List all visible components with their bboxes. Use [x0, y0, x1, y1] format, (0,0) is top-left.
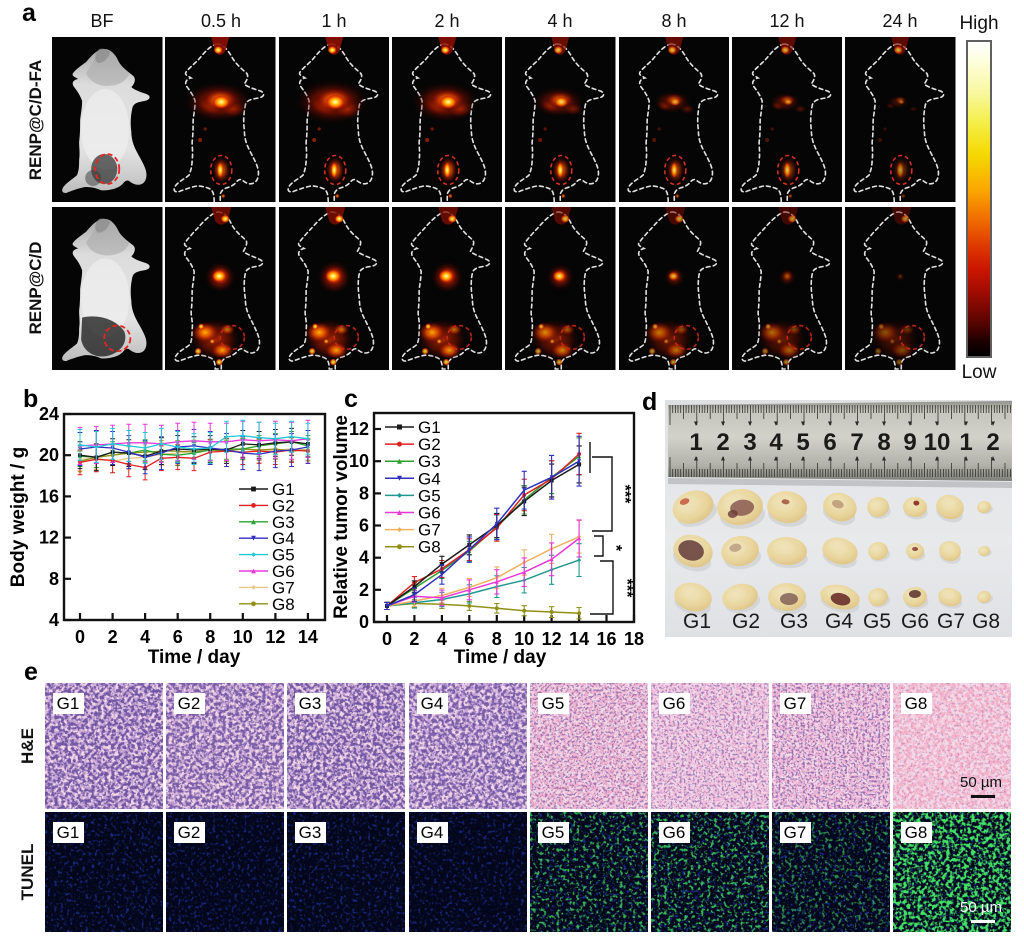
svg-text:G3: G3 [299, 823, 322, 842]
svg-text:6: 6 [464, 629, 474, 649]
svg-text:0: 0 [75, 627, 85, 647]
svg-text:G3: G3 [780, 610, 808, 633]
svg-text:4: 4 [359, 548, 369, 568]
svg-text:6: 6 [173, 627, 183, 647]
svg-text:8: 8 [877, 429, 890, 456]
svg-text:G8: G8 [905, 823, 928, 842]
svg-text:3: 3 [743, 429, 756, 456]
svg-text:G6: G6 [901, 610, 929, 633]
svg-text:G1: G1 [683, 610, 711, 633]
svg-text:G3: G3 [418, 452, 441, 471]
svg-text:14: 14 [298, 627, 318, 647]
svg-text:G5: G5 [272, 546, 295, 565]
svg-text:10: 10 [514, 629, 534, 649]
svg-text:5: 5 [796, 429, 809, 456]
svg-text:Body weight / g: Body weight / g [8, 447, 29, 587]
svg-text:G4: G4 [418, 469, 441, 488]
svg-text:G1: G1 [57, 823, 80, 842]
svg-text:G8: G8 [905, 694, 928, 713]
svg-text:50 µm: 50 µm [960, 899, 1002, 916]
svg-text:***: *** [618, 579, 635, 598]
svg-text:G2: G2 [178, 694, 201, 713]
svg-text:G8: G8 [972, 610, 1000, 633]
svg-text:G5: G5 [541, 694, 564, 713]
svg-text:20: 20 [39, 445, 59, 465]
svg-text:0: 0 [382, 629, 392, 649]
svg-text:G4: G4 [272, 529, 295, 548]
svg-text:4: 4 [437, 629, 447, 649]
svg-text:G2: G2 [178, 823, 201, 842]
svg-text:16: 16 [596, 629, 616, 649]
svg-text:6: 6 [359, 516, 369, 536]
svg-text:Relative tumor volume: Relative tumor volume [331, 415, 352, 619]
svg-text:G2: G2 [418, 435, 441, 454]
svg-text:18: 18 [624, 629, 644, 649]
svg-text:8: 8 [49, 569, 59, 589]
svg-text:G3: G3 [272, 513, 295, 532]
svg-text:4: 4 [140, 627, 150, 647]
svg-text:*: * [607, 545, 624, 552]
svg-text:4: 4 [769, 429, 783, 456]
svg-text:Time / day: Time / day [148, 647, 241, 668]
svg-text:6: 6 [823, 429, 836, 456]
svg-text:1: 1 [959, 429, 972, 456]
svg-text:4: 4 [49, 610, 59, 630]
svg-text:2: 2 [108, 627, 118, 647]
svg-text:1: 1 [689, 429, 702, 456]
svg-text:G5: G5 [541, 823, 564, 842]
svg-text:12: 12 [39, 528, 59, 548]
svg-text:16: 16 [39, 486, 59, 506]
svg-text:G4: G4 [420, 823, 443, 842]
svg-text:7: 7 [850, 429, 863, 456]
svg-text:14: 14 [569, 629, 589, 649]
svg-text:G4: G4 [420, 694, 443, 713]
svg-text:G1: G1 [272, 480, 295, 499]
svg-text:G3: G3 [299, 694, 322, 713]
svg-text:10: 10 [233, 627, 253, 647]
svg-text:G8: G8 [272, 595, 295, 614]
svg-text:G2: G2 [732, 610, 760, 633]
svg-text:G5: G5 [863, 610, 891, 633]
svg-text:2: 2 [716, 429, 729, 456]
svg-text:G6: G6 [663, 694, 686, 713]
svg-text:0: 0 [359, 612, 369, 632]
svg-text:8: 8 [492, 629, 502, 649]
svg-text:12: 12 [349, 419, 369, 439]
svg-text:G6: G6 [418, 504, 441, 523]
svg-text:G7: G7 [784, 823, 807, 842]
svg-text:G2: G2 [272, 496, 295, 515]
svg-text:G1: G1 [57, 694, 80, 713]
svg-text:G5: G5 [418, 486, 441, 505]
svg-text:G6: G6 [272, 562, 295, 581]
svg-text:G4: G4 [825, 610, 853, 633]
svg-text:12: 12 [265, 627, 285, 647]
svg-text:9: 9 [903, 429, 916, 456]
svg-text:Time / day: Time / day [454, 647, 547, 668]
svg-text:8: 8 [359, 483, 369, 503]
svg-text:***: *** [616, 485, 633, 504]
svg-text:G7: G7 [272, 578, 295, 597]
svg-text:G6: G6 [663, 823, 686, 842]
svg-text:2: 2 [986, 429, 999, 456]
svg-text:12: 12 [542, 629, 562, 649]
svg-text:2: 2 [409, 629, 419, 649]
svg-text:G7: G7 [418, 521, 441, 540]
svg-text:10: 10 [924, 429, 951, 456]
svg-text:G7: G7 [784, 694, 807, 713]
svg-text:10: 10 [349, 451, 369, 471]
svg-text:2: 2 [359, 580, 369, 600]
svg-text:G8: G8 [418, 538, 441, 557]
svg-text:G7: G7 [937, 610, 965, 633]
svg-text:50 µm: 50 µm [960, 774, 1002, 791]
svg-text:8: 8 [205, 627, 215, 647]
svg-text:G1: G1 [418, 418, 441, 437]
svg-text:24: 24 [39, 404, 59, 424]
